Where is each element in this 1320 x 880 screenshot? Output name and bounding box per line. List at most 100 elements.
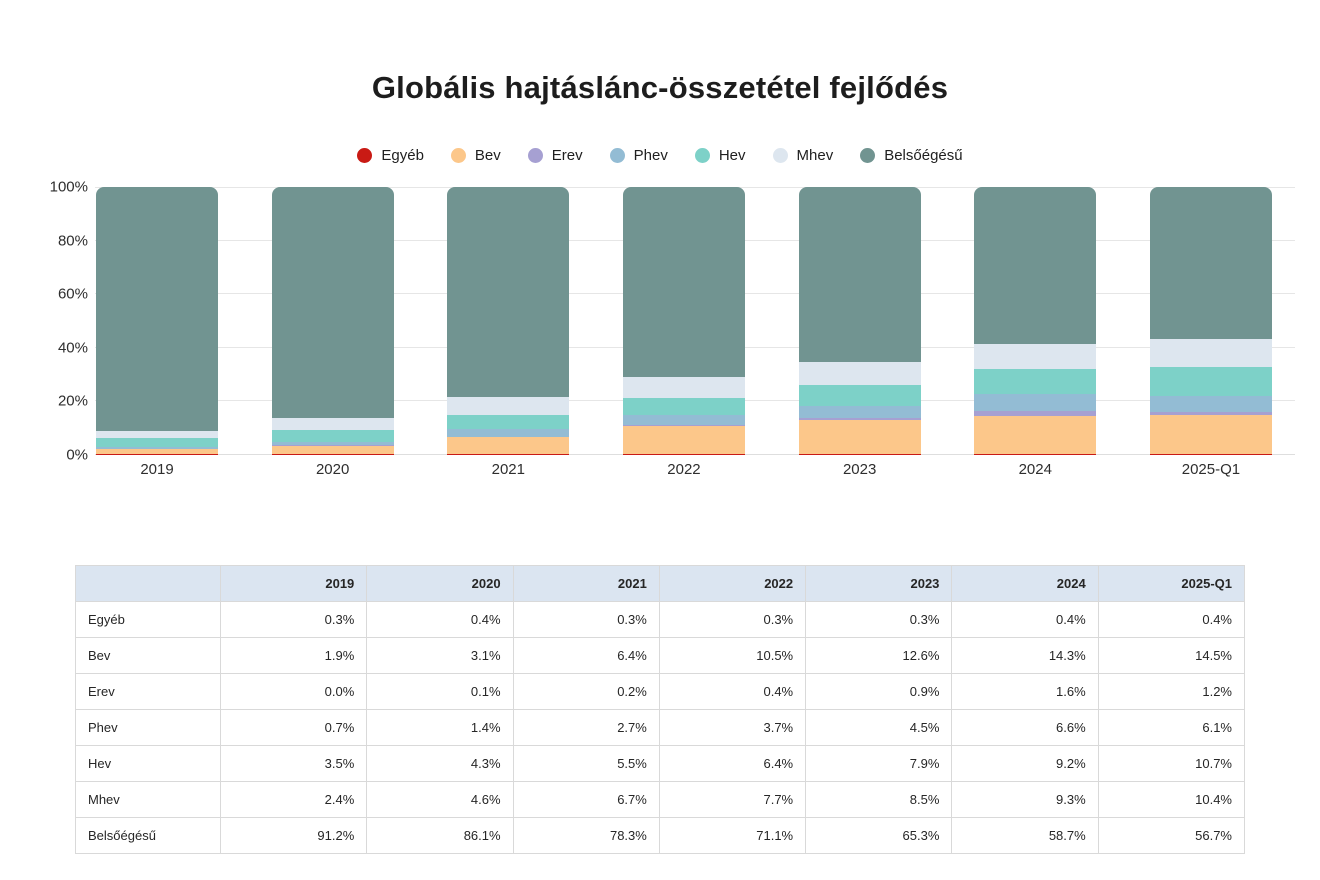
bar-segment-mhev [974,344,1097,370]
legend-dot-icon [527,148,543,163]
table-value-cell: 6.1% [1097,709,1246,746]
bar-segment-egyéb [271,453,394,455]
bar-segment-belsőégésű [974,187,1097,345]
bar-segment-erev [1149,411,1272,416]
legend-item-erev[interactable]: Erev [527,147,583,164]
data-table: 2019 2020 2021 2022 2023 2024 2025-Q1 Egyéb 0.3… [75,565,1246,854]
legend-item-mhev[interactable]: Mhev [772,147,834,164]
x-tick-label: 2025-Q1 [1181,461,1241,478]
table-value-cell: 6.4% [658,745,807,782]
table-value-cell: 0.3% [805,601,953,638]
table-row: Hev 3.5% 4.3% 5.5% 6.4% 7.9% 9.2% 10.7% [75,745,1246,782]
table-value-cell: 58.7% [951,817,1099,854]
bar-segment-mhev [271,417,394,431]
bar-segment-hev [798,384,921,406]
x-axis: 2019 2020 2021 2022 2023 2024 2025-Q1 [96,461,1272,478]
bar-segment-mhev [447,396,570,415]
table-row-label: Phev [75,709,221,746]
x-tick-label: 2024 [1018,461,1052,478]
bar-segment-bev [974,415,1097,454]
legend-item-egyéb[interactable]: Egyéb [357,147,424,164]
y-tick-label: 60% [57,285,88,303]
legend-dot-icon [694,148,710,163]
table-value-cell: 0.3% [658,601,807,638]
table-value-cell: 1.6% [951,673,1099,710]
stacked-bar-2020 [271,187,394,455]
stacked-bar-2024 [974,187,1097,455]
table-value-cell: 4.3% [366,745,514,782]
table-row-label: Bev [75,637,221,674]
x-tick-label: 2019 [140,461,174,478]
table-value-cell: 6.7% [512,781,660,818]
legend-dot-icon [772,148,788,163]
bar-segment-phev [271,441,394,446]
bar-segment-bev [447,437,570,455]
table-header-row: 2019 2020 2021 2022 2023 2024 2025-Q1 [75,565,1246,602]
table-row: Phev 0.7% 1.4% 2.7% 3.7% 4.5% 6.6% 6.1% [75,709,1246,746]
legend-dot-icon [450,148,466,163]
legend-item-hev[interactable]: Hev [694,147,746,164]
legend-label: Erev [551,147,583,164]
table-corner-cell [75,565,221,602]
table-value-cell: 10.4% [1097,781,1246,818]
legend-item-phev[interactable]: Phev [609,147,668,164]
legend-dot-icon [357,148,373,163]
table-value-cell: 0.2% [512,673,660,710]
y-tick-label: 0% [66,446,88,464]
table-value-cell: 5.5% [512,745,660,782]
legend-label: Mhev [796,147,834,164]
bar-segment-bev [271,445,394,454]
table-value-cell: 10.5% [658,637,807,674]
stacked-bar-2021 [447,187,570,455]
legend-dot-icon [609,148,625,163]
bar-segment-hev [271,430,394,442]
table-value-cell: 0.7% [219,709,368,746]
table-value-cell: 86.1% [366,817,514,854]
y-tick-label: 40% [57,339,88,357]
table-value-cell: 65.3% [805,817,953,854]
bar-segment-erev [974,411,1097,416]
bar-segment-hev [96,437,218,448]
bar-segment-hev [974,369,1097,394]
table-value-cell: 1.9% [219,637,368,674]
table-year-header: 2023 [805,565,953,602]
table-year-header: 2024 [951,565,1099,602]
bar-segment-bev [1149,415,1272,454]
legend-label: Belsőégésű [884,147,963,164]
bar-segment-belsőégésű [622,187,745,378]
bar-segment-erev [798,418,921,421]
table-value-cell: 56.7% [1097,817,1246,854]
x-tick-label: 2020 [315,461,350,478]
table-value-cell: 0.9% [805,673,953,710]
bar-segment-phev [974,393,1097,412]
stacked-bar-2019 [96,187,218,455]
table-value-cell: 0.0% [219,673,368,710]
legend-item-bev[interactable]: Bev [450,147,501,164]
table-value-cell: 0.4% [951,601,1099,638]
table-value-cell: 0.4% [1097,601,1246,638]
bar-segment-phev [1149,395,1272,412]
bar-segment-phev [447,429,570,437]
bars-container [96,187,1272,455]
table-year-header: 2022 [658,565,807,602]
chart-title: Globális hajtáslánc-összetétel fejlődés [371,70,949,105]
table-value-cell: 71.1% [658,817,807,854]
bar-segment-belsőégésű [96,187,218,432]
table-value-cell: 91.2% [219,817,368,854]
table-value-cell: 14.3% [951,637,1099,674]
legend-item-belsőégésű[interactable]: Belsőégésű [860,147,963,164]
bar-segment-egyéb [622,454,745,455]
table-value-cell: 10.7% [1097,745,1246,782]
table-value-cell: 1.4% [366,709,514,746]
table-value-cell: 4.6% [366,781,514,818]
bar-segment-phev [798,405,921,419]
table-value-cell: 0.3% [512,601,660,638]
table-value-cell: 7.7% [658,781,807,818]
table-value-cell: 3.7% [658,709,807,746]
x-tick-label: 2022 [667,461,701,478]
bar-segment-phev [96,447,218,450]
table-row: Erev 0.0% 0.1% 0.2% 0.4% 0.9% 1.6% 1.2% [75,673,1246,710]
table-body: Egyéb 0.3% 0.4% 0.3% 0.3% 0.3% 0.4% 0.4% Bev 1.9%… [75,601,1246,854]
bar-segment-bev [96,449,218,455]
